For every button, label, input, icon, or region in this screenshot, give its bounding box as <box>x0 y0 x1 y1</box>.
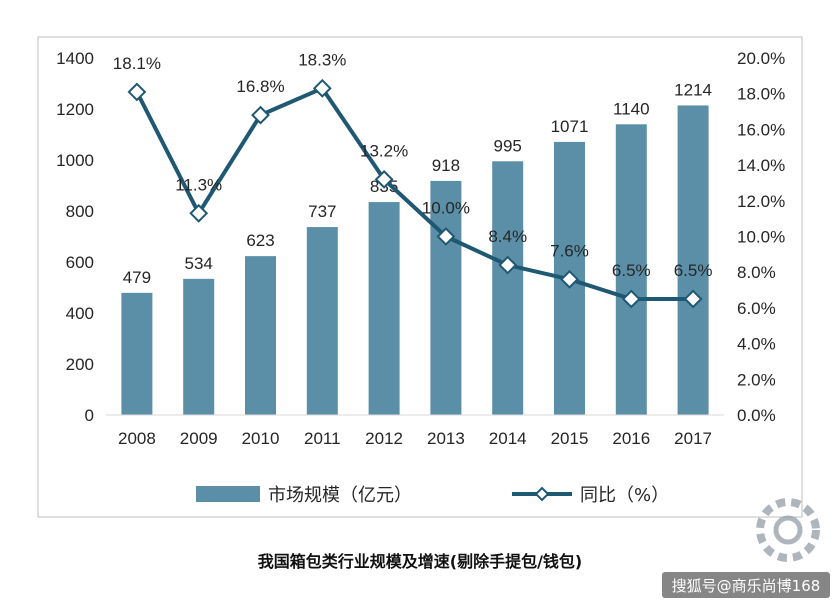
bar <box>368 202 400 415</box>
right-axis-tick-label: 20.0% <box>737 49 785 68</box>
x-axis-tick-label: 2010 <box>242 429 280 448</box>
legend: 市场规模（亿元） 同比（%） <box>196 485 669 506</box>
gear-hub-icon <box>773 515 803 545</box>
x-axis-tick-label: 2011 <box>304 429 341 448</box>
right-axis-tick-label: 18.0% <box>737 85 785 104</box>
line-value-label: 16.8% <box>236 77 284 96</box>
right-axis-tick-label: 0.0% <box>737 406 776 425</box>
bar <box>245 256 276 415</box>
watermark-text: 搜狐号@商乐尚博168 <box>672 577 821 595</box>
left-axis-tick-label: 1000 <box>56 151 94 170</box>
bar <box>183 278 215 415</box>
line-value-label: 11.3% <box>175 175 222 194</box>
x-axis-tick-label: 2008 <box>118 429 156 448</box>
line-value-label: 7.6% <box>550 241 589 260</box>
left-axis-tick-label: 1400 <box>56 49 94 68</box>
right-axis-tick-label: 12.0% <box>737 192 785 211</box>
bar-value-label: 1140 <box>613 99 650 118</box>
gear-icon <box>756 498 820 562</box>
bar <box>615 124 647 416</box>
bar-value-label: 534 <box>185 254 213 273</box>
line-value-label: 6.5% <box>674 261 713 280</box>
right-axis-ticks: 0.0% 2.0% 4.0% 6.0% 8.0% 10.0% 12.0% 14.0% 16.0%… <box>737 49 785 425</box>
line-value-label: 18.1% <box>113 54 161 73</box>
line-marker-diamond <box>312 78 332 98</box>
line-series <box>127 78 703 309</box>
line-value-label: 8.4% <box>488 227 527 246</box>
line-marker-diamond <box>189 203 209 223</box>
bar <box>306 227 338 415</box>
line-marker-diamond <box>127 82 147 102</box>
line-value-label: 10.0% <box>422 199 470 218</box>
x-axis-tick-label: 2015 <box>551 429 589 448</box>
line-value-label: 18.3% <box>298 50 346 69</box>
bar-data-labels: 479534623737835918995107111401214 <box>123 80 712 286</box>
bar-value-label: 479 <box>123 268 151 287</box>
line-marker-diamond <box>251 105 270 125</box>
bar <box>121 292 153 415</box>
line-marker-diamond <box>683 289 703 309</box>
bar <box>677 105 709 416</box>
legend-bar-swatch <box>196 486 260 502</box>
x-axis-ticks: 2008 2009 2010 2011 2012 2013 2014 2015 2016 2017 <box>118 429 712 448</box>
left-axis-tick-label: 200 <box>66 355 94 374</box>
legend-bar-label: 市场规模（亿元） <box>268 485 412 506</box>
line-value-label: 13.2% <box>360 141 408 160</box>
line-path <box>135 86 694 301</box>
bar <box>430 180 462 415</box>
line-value-label: 6.5% <box>612 261 651 280</box>
chart-border <box>37 36 803 518</box>
left-axis-tick-label: 0 <box>85 406 94 425</box>
left-axis-tick-label: 800 <box>66 202 94 221</box>
right-axis-tick-label: 16.0% <box>737 120 785 139</box>
bar-value-label: 918 <box>432 156 460 175</box>
watermark-bg <box>662 572 830 598</box>
x-axis-tick-label: 2014 <box>489 429 527 448</box>
line-marker-diamond <box>374 169 394 189</box>
right-axis-tick-label: 2.0% <box>737 370 776 389</box>
left-axis-ticks: 0 200 400 600 800 1000 1200 1400 <box>56 49 94 425</box>
left-axis-tick-label: 400 <box>66 304 94 323</box>
line-marker-diamond <box>436 227 456 246</box>
legend-diamond-marker <box>534 486 550 502</box>
x-axis-tick-label: 2009 <box>180 429 218 448</box>
line-marker-diamond <box>560 269 579 289</box>
x-axis-tick-label: 2017 <box>674 429 712 448</box>
right-axis-tick-label: 14.0% <box>737 156 785 175</box>
x-axis-tick-label: 2013 <box>427 429 465 448</box>
bar-value-label: 737 <box>308 202 336 221</box>
bar <box>492 161 524 415</box>
bar-value-label: 1071 <box>551 117 589 136</box>
bar-value-label: 623 <box>246 231 274 250</box>
bar-value-label: 1214 <box>674 80 712 99</box>
left-axis-tick-label: 600 <box>66 253 94 272</box>
chart-caption: 我国箱包类行业规模及增速(剔除手提包/钱包) <box>258 552 582 571</box>
bar-value-label: 995 <box>494 136 522 155</box>
left-axis-tick-label: 1200 <box>56 100 94 119</box>
right-axis-tick-label: 10.0% <box>737 228 785 247</box>
x-axis-tick-label: 2016 <box>612 429 650 448</box>
legend-line-label: 同比（%） <box>580 485 669 506</box>
watermark-logo: 搜狐号@商乐尚博168 <box>662 498 830 598</box>
line-marker-diamond <box>498 255 518 275</box>
line-data-labels: 18.1% 11.3% 16.8% 18.3% 13.2% 10.0% 8.4% 7.6% 6.… <box>113 50 713 280</box>
right-axis-tick-label: 6.0% <box>737 299 776 318</box>
right-axis-tick-label: 8.0% <box>737 263 776 282</box>
line-marker-diamond <box>621 289 641 309</box>
x-axis-tick-label: 2012 <box>365 429 403 448</box>
right-axis-tick-label: 4.0% <box>737 335 776 354</box>
